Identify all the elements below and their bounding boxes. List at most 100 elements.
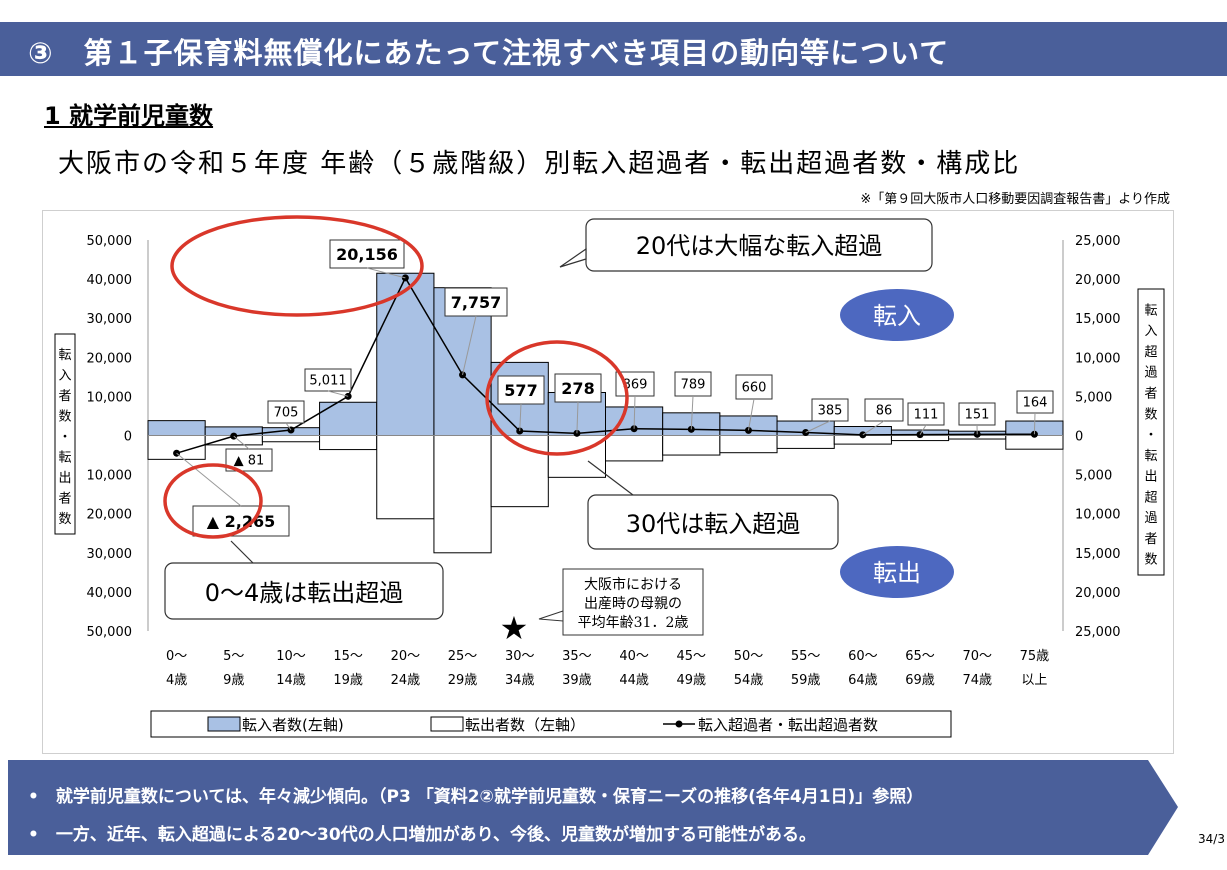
left-axis-label: 数 xyxy=(58,410,71,425)
right-axis-label: 入 xyxy=(1144,324,1157,339)
data-label: 660 xyxy=(742,381,767,396)
right-axis-tick-label: 25,000 xyxy=(1075,625,1121,640)
series-point-net xyxy=(459,371,467,379)
highlight-ellipse xyxy=(485,340,629,456)
data-label-leader xyxy=(462,315,477,375)
data-label-leader xyxy=(519,403,522,432)
category-tick-label: 5～ xyxy=(223,649,244,664)
right-axis-tick-label: 10,000 xyxy=(1075,351,1121,366)
header-bar: ③ 第１子保育料無償化にあたって注視すべき項目の動向等について xyxy=(0,22,1227,76)
data-label: 869 xyxy=(623,378,648,393)
data-label-box xyxy=(497,375,545,405)
out-label: 転出 xyxy=(873,559,921,587)
series-point-net xyxy=(1030,430,1038,438)
chart-subtitle: 大阪市の令和５年度 年齢（５歳階級）別転入超過者・転出超過者数・構成比 xyxy=(58,149,1021,179)
bar-out xyxy=(719,435,778,454)
footer-banner: • 就学前児童数については、年々減少傾向。（P3 「資料2②就学前児童数・保育ニ… xyxy=(8,760,1178,855)
footer-line-1: • 就学前児童数については、年々減少傾向。（P3 「資料2②就学前児童数・保育ニ… xyxy=(28,787,924,807)
category-tick-label: 40～ xyxy=(619,649,649,664)
bar-out xyxy=(662,435,721,456)
data-label-box xyxy=(674,371,712,397)
callout-leader-04 xyxy=(230,540,254,564)
mother-age-tail xyxy=(538,610,564,622)
mother-age-note: 出産時の母親の xyxy=(584,596,682,612)
right-axis-tick-label: 15,000 xyxy=(1075,547,1121,562)
mother-age-box xyxy=(562,568,704,636)
category-tick-label: 60～ xyxy=(848,649,878,664)
category-tick-label: 54歳 xyxy=(734,673,764,688)
left-axis-label: 出 xyxy=(58,471,71,486)
callout-tail-20s xyxy=(559,247,587,268)
left-axis-tick-label: 50,000 xyxy=(87,234,133,249)
category-tick-label: 24歳 xyxy=(391,673,421,688)
right-axis-label: 転 xyxy=(1144,303,1157,318)
bar-out xyxy=(547,435,606,478)
bar-in xyxy=(376,272,435,436)
callout-box-20s xyxy=(585,218,933,272)
category-tick-label: 29歳 xyxy=(448,673,478,688)
series-line-net xyxy=(176,276,1035,454)
category-tick-label: 以上 xyxy=(1021,673,1047,688)
callout-30s: 30代は転入超過 xyxy=(626,510,801,538)
right-axis-label: 超 xyxy=(1144,490,1157,505)
left-axis-tick-label: 20,000 xyxy=(87,351,133,366)
source-note: ※「第９回大阪市人口移動要因調査報告書」より作成 xyxy=(860,192,1170,207)
data-label: 151 xyxy=(965,408,990,423)
callout-leader-30s xyxy=(587,460,634,496)
bar-in xyxy=(147,420,206,436)
data-label-leader xyxy=(747,398,755,431)
right-axis-label: 数 xyxy=(1144,407,1157,422)
data-label: ▲ 81 xyxy=(234,454,265,469)
category-tick-label: 64歳 xyxy=(848,673,878,688)
bar-out xyxy=(261,435,321,443)
data-label-leader xyxy=(805,420,831,433)
data-label: 111 xyxy=(914,408,939,423)
category-tick-label: 20～ xyxy=(391,649,421,664)
right-axis-tick-label: 0 xyxy=(1075,430,1083,445)
data-label-leader xyxy=(176,452,242,507)
data-label: ▲ 2,265 xyxy=(207,512,275,531)
bar-out xyxy=(776,435,835,449)
chart-area: 50,000 40,000 30,000 20,000 10,000 0 10,000 20,… xyxy=(42,210,1174,754)
category-tick-label: 34歳 xyxy=(505,673,535,688)
right-axis-label: 転 xyxy=(1144,449,1157,464)
data-label-leader xyxy=(285,422,292,431)
right-axis-label: 数 xyxy=(1144,553,1157,568)
left-axis-tick-label: 10,000 xyxy=(87,390,133,405)
category-tick-label: 44歳 xyxy=(619,673,649,688)
category-tick-label: 35～ xyxy=(562,649,592,664)
series-point-net xyxy=(802,428,810,436)
left-axis-tick-label: 30,000 xyxy=(87,547,133,562)
left-axis-label: 者 xyxy=(58,389,71,404)
left-axis-tick-label: 0 xyxy=(124,430,132,445)
data-label: 164 xyxy=(1023,396,1048,411)
right-axis-tick-label: 20,000 xyxy=(1075,273,1121,288)
bar-out xyxy=(376,435,435,520)
callout-box-04 xyxy=(164,562,444,620)
category-tick-label: 69歳 xyxy=(905,673,935,688)
legend-swatch-net-point xyxy=(675,720,683,728)
left-axis-label: 転 xyxy=(58,450,71,465)
data-label-leader xyxy=(919,424,927,435)
category-tick-label: 25～ xyxy=(448,649,478,664)
out-oval xyxy=(840,546,954,598)
data-label-leader xyxy=(327,390,349,397)
in-oval xyxy=(840,289,954,341)
category-tick-label: 0～ xyxy=(166,649,187,664)
legend-label-out: 転出者数（左軸） xyxy=(465,716,585,734)
right-axis-label: 過 xyxy=(1144,511,1157,526)
category-tick-label: 74歳 xyxy=(962,673,992,688)
right-axis-label: 超 xyxy=(1144,345,1157,360)
bar-out xyxy=(433,435,492,554)
right-axis-tick-label: 15,000 xyxy=(1075,312,1121,327)
left-axis-tick-label: 40,000 xyxy=(87,273,133,288)
legend-box xyxy=(150,710,952,738)
highlight-ellipse xyxy=(163,463,263,539)
data-label: 5,011 xyxy=(309,374,346,389)
data-label-leader xyxy=(633,395,636,429)
category-tick-label: 50～ xyxy=(734,649,764,664)
section-title: 1 就学前児童数 xyxy=(44,102,214,130)
footer-line-2: • 一方、近年、転入超過による20～30代の人口増加があり、今後、児童数が増加す… xyxy=(28,825,816,845)
right-axis-label: 出 xyxy=(1144,470,1157,485)
category-tick-label: 9歳 xyxy=(223,673,244,688)
